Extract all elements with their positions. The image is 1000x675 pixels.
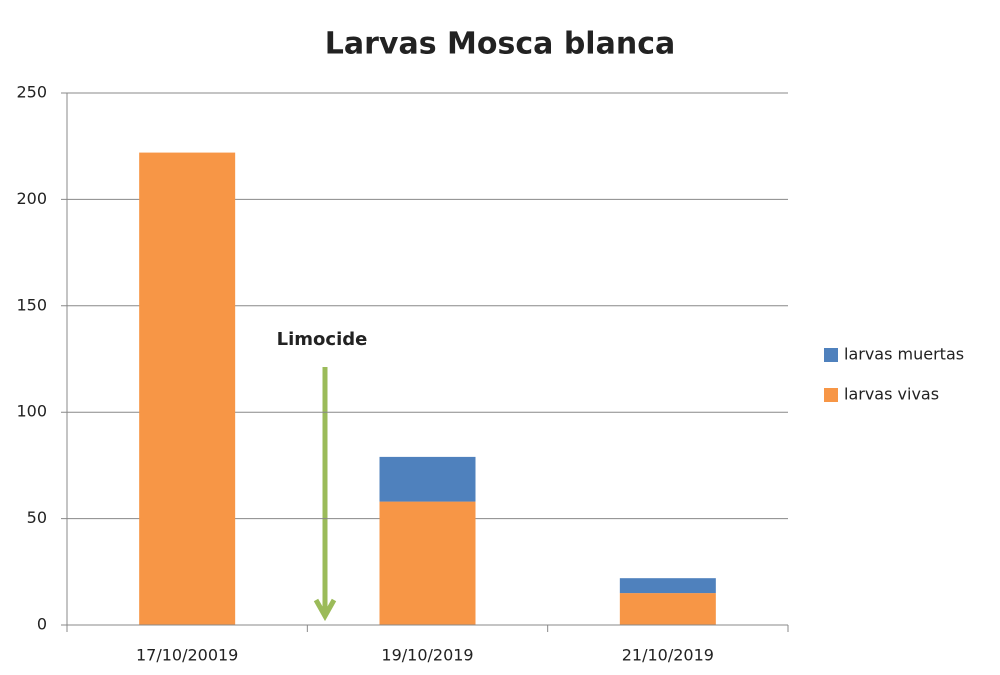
bar-segment <box>619 578 716 594</box>
bar-segment <box>619 593 716 625</box>
chart-title: Larvas Mosca blanca <box>325 27 675 62</box>
legend-label: larvas vivas <box>844 385 939 404</box>
arrow <box>313 367 337 622</box>
y-tick-label: 50 <box>27 508 47 527</box>
bar-segment <box>379 501 476 625</box>
annotation: Limocide <box>277 329 368 350</box>
legend-swatch <box>824 348 838 362</box>
x-tick-label: 17/10/20019 <box>136 646 238 665</box>
y-tick-label: 250 <box>16 83 47 102</box>
y-tick-label: 0 <box>37 615 47 634</box>
legend-label: larvas muertas <box>844 345 964 364</box>
bar-segment <box>139 152 236 626</box>
y-tick-label: 200 <box>16 189 47 208</box>
legend-swatch <box>824 388 838 402</box>
y-tick-label: 100 <box>16 402 47 421</box>
x-tick-label: 19/10/2019 <box>381 646 473 665</box>
x-tick-label: 21/10/2019 <box>622 646 714 665</box>
y-tick-label: 150 <box>16 295 47 314</box>
bar-segment <box>379 456 476 502</box>
